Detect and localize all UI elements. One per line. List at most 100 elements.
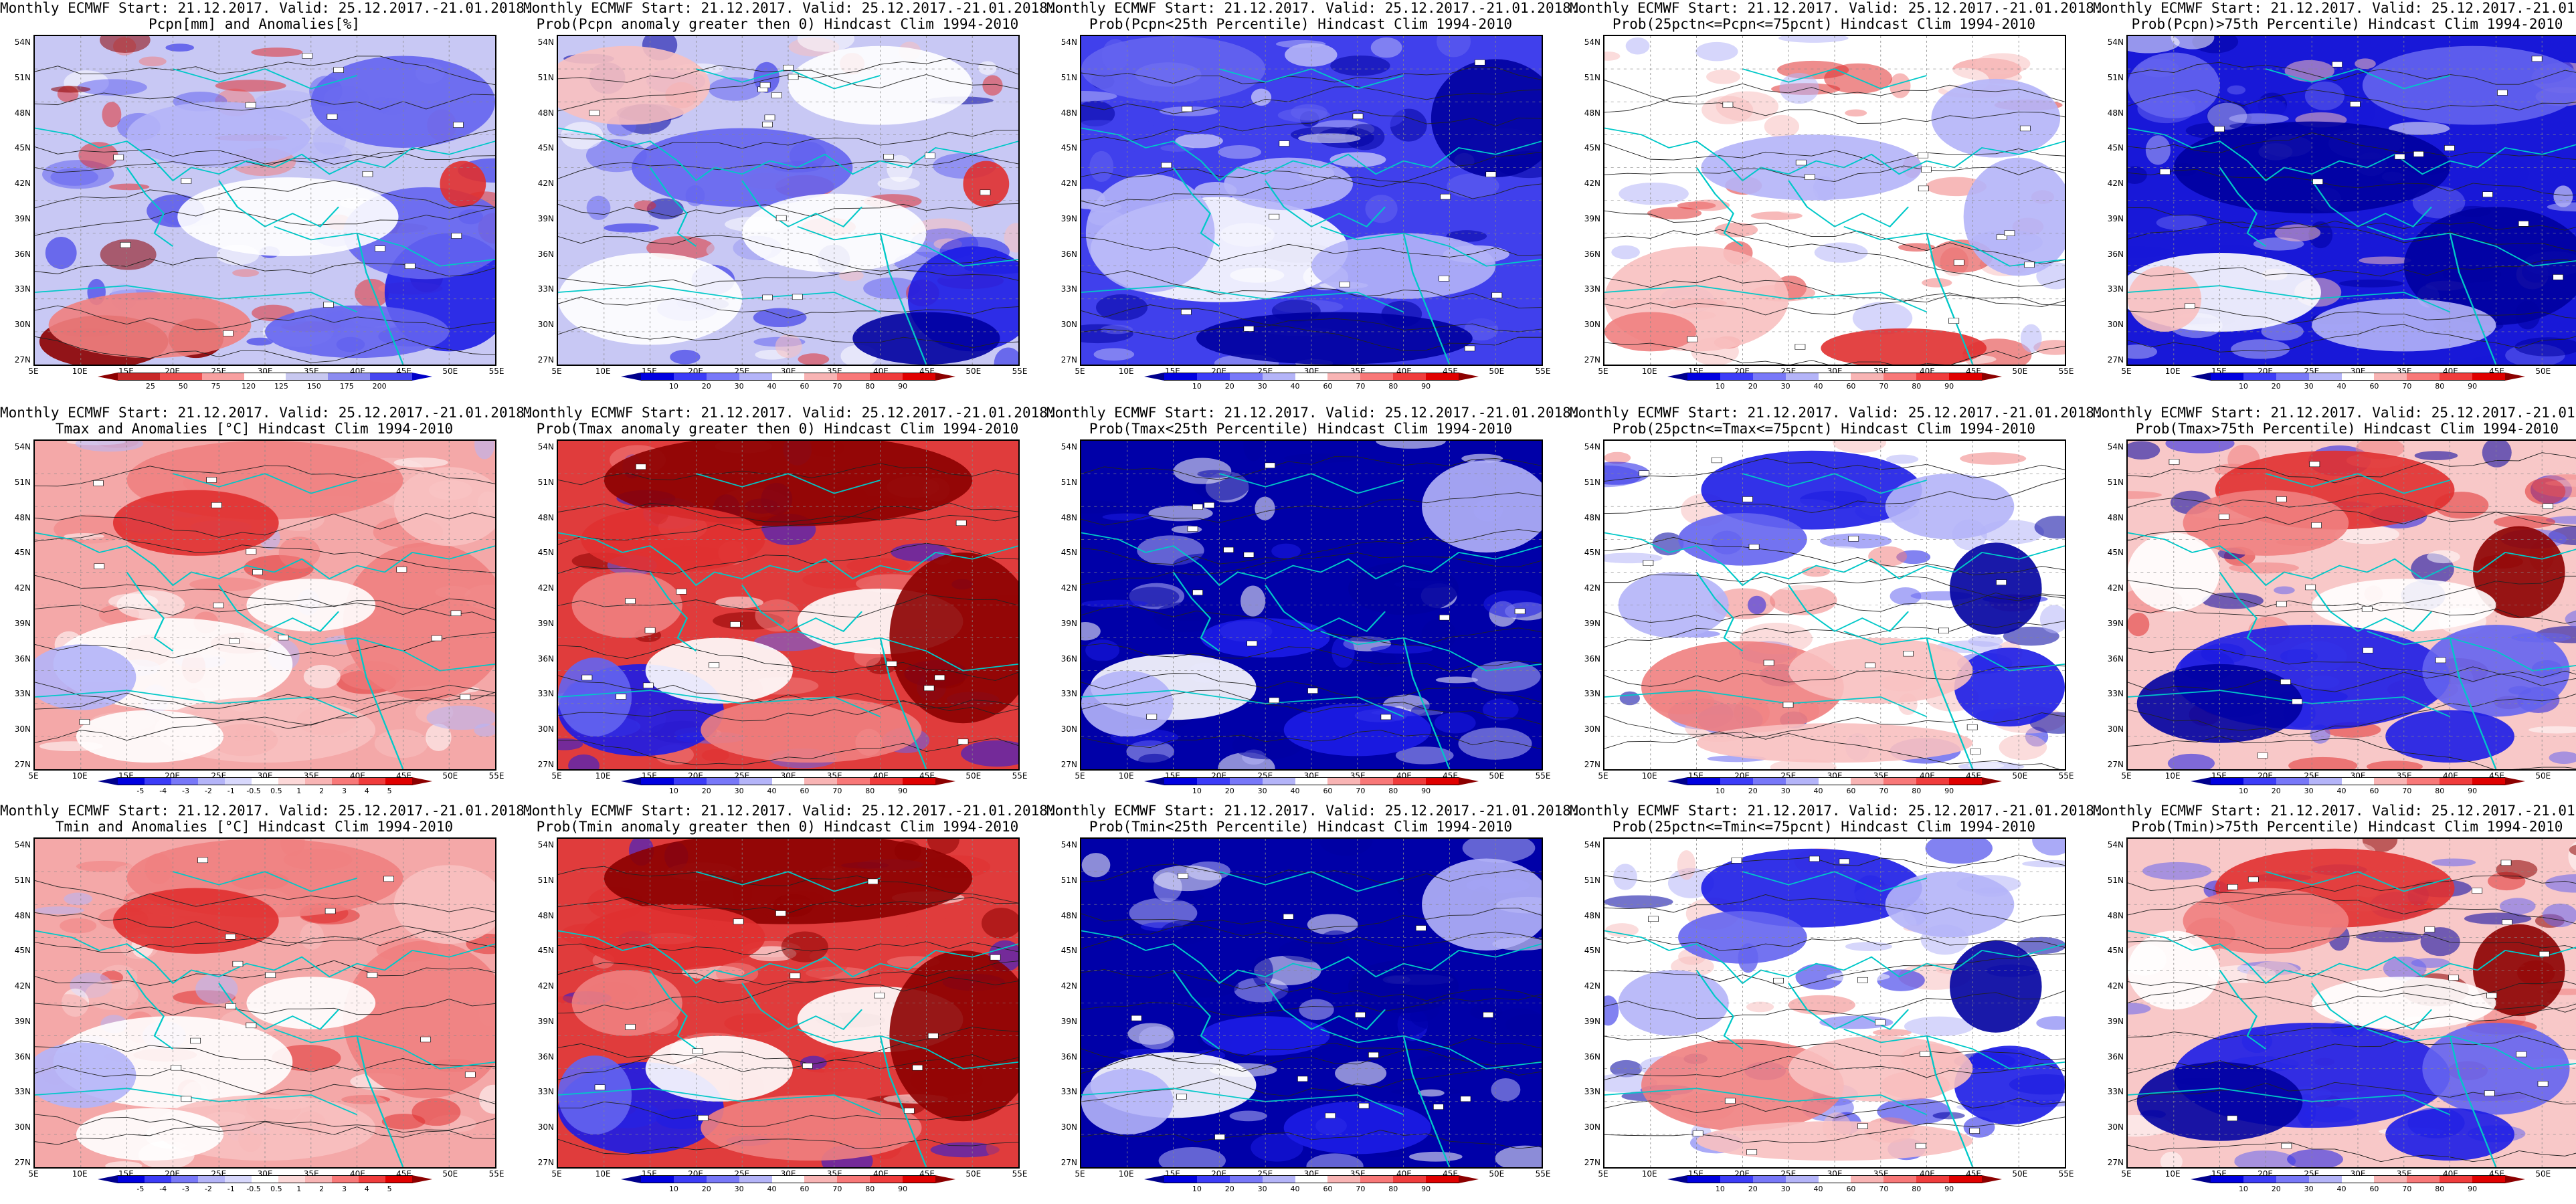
station-label-box <box>2516 1051 2527 1058</box>
station-label-box <box>1182 106 1193 112</box>
station-label-box <box>1243 552 1255 558</box>
colorbar <box>1667 1175 2002 1183</box>
station-label-box <box>2472 888 2483 894</box>
shading-patch <box>1932 1112 1965 1120</box>
shading-patch <box>1138 753 1171 767</box>
shading-patch <box>1604 462 1650 485</box>
shading-patch <box>1826 971 1890 982</box>
contour-line <box>558 542 1018 575</box>
station-label-box <box>2537 1081 2549 1087</box>
colorbar-tick-label: 70 <box>2402 1185 2412 1193</box>
latitude-label: 39N <box>14 213 31 223</box>
colorbar-tick-label: 1 <box>296 1185 302 1193</box>
shading-patch <box>1619 691 1640 706</box>
anomaly-region <box>963 161 1010 207</box>
panel-title-line2: Prob(25pctn<=Tmax<=75pcnt) Hindcast Clim… <box>1612 421 2036 437</box>
station-label-box <box>2502 919 2512 925</box>
shading-patch <box>754 632 826 651</box>
shading-patch <box>2547 202 2576 212</box>
colorbar-tick-label: 40 <box>1813 382 1823 391</box>
latitude-label: 33N <box>2107 284 2124 294</box>
colorbar-left-arrow <box>1144 1175 1164 1183</box>
shading-patch <box>1319 839 1373 856</box>
colorbar-segment <box>673 1175 707 1183</box>
colorbar-segment <box>1360 373 1394 381</box>
shading-patch <box>1371 649 1397 678</box>
anomaly-region <box>1954 1045 2065 1125</box>
shading-patch <box>646 198 684 219</box>
shading-patch <box>1096 294 1148 321</box>
station-label-box <box>1279 140 1290 146</box>
anomaly-region <box>1618 572 1729 638</box>
station-label-box <box>867 878 879 885</box>
colorbar-tick-label: 10 <box>668 787 678 795</box>
shading-patch <box>78 142 118 169</box>
contour-line <box>558 594 1018 618</box>
colorbar <box>1667 373 2002 381</box>
panel-title-line2: Prob(Tmax anomaly greater then 0) Hindca… <box>536 421 1019 437</box>
colorbar-segment <box>2374 373 2407 381</box>
shading-patch <box>2156 215 2207 231</box>
shading-patch <box>60 918 97 934</box>
longitude-label: 50E <box>442 771 458 781</box>
colorbar-tick-label: 50 <box>178 382 188 391</box>
latitude-label: 42N <box>537 179 554 189</box>
contour-line <box>2128 492 2576 527</box>
latitude-label: 30N <box>1584 1122 1600 1132</box>
station-label-box <box>1439 276 1450 282</box>
colorbar <box>2191 373 2525 381</box>
colorbar-tick-label: 90 <box>1944 1185 1954 1193</box>
station-label-box <box>775 910 786 916</box>
forecast-map <box>33 35 496 366</box>
latitude-label: 36N <box>1584 654 1600 664</box>
station-label-box <box>1433 1104 1444 1110</box>
shading-patch <box>108 183 150 191</box>
colorbar-left-arrow <box>2191 373 2211 381</box>
latitude-label: 54N <box>14 840 31 849</box>
colorbar-segment <box>1196 777 1230 785</box>
map-shading <box>1604 441 2065 769</box>
latitude-label: 54N <box>537 442 554 452</box>
station-label-box <box>2543 503 2554 509</box>
station-label-box <box>2311 522 2322 528</box>
colorbar-right-arrow <box>1459 1175 1479 1183</box>
colorbar-tick-label: 90 <box>1944 382 1954 391</box>
shading-patch <box>45 994 90 1026</box>
map-panel: Monthly ECMWF Start: 21.12.2017. Valid: … <box>523 803 1056 1204</box>
station-label-box <box>1643 560 1654 566</box>
colorbar-segment <box>2472 1175 2506 1183</box>
longitude-label: 55E <box>2058 771 2074 781</box>
anomaly-region <box>788 45 973 125</box>
anomaly-region <box>343 940 495 1098</box>
coastline-border <box>1265 585 1386 632</box>
contour-line <box>35 512 495 538</box>
colorbar-tick-label: 125 <box>274 382 288 391</box>
latitude-label: 45N <box>1584 548 1600 558</box>
shading-patch <box>232 269 260 277</box>
coastline-border <box>1081 127 1542 182</box>
station-label-box <box>693 1048 704 1054</box>
map-panel: Monthly ECMWF Start: 21.12.2017. Valid: … <box>2093 0 2576 401</box>
station-label-box <box>246 548 257 555</box>
contour-line <box>1081 318 1542 340</box>
colorbar-tick-label: 40 <box>767 787 777 795</box>
colorbar <box>621 1175 955 1183</box>
contour-line <box>1604 716 2060 769</box>
colorbar-segment <box>252 1175 279 1183</box>
colorbar-segment <box>2276 373 2310 381</box>
panel-title-line1: Monthly ECMWF Start: 21.12.2017. Valid: … <box>1046 803 1580 819</box>
shading-patch <box>1904 1016 1974 1037</box>
latitude-label: 27N <box>1584 355 1600 365</box>
latitude-label: 54N <box>14 442 31 452</box>
station-label-box <box>325 908 336 914</box>
panel-title-line2: Prob(Tmin anomaly greater then 0) Hindca… <box>536 819 1019 835</box>
colorbar-tick-label: 2 <box>319 787 325 795</box>
colorbar-segment <box>1426 373 1459 381</box>
shading-patch <box>374 729 428 759</box>
latitude-label: 39N <box>14 618 31 628</box>
shading-patch <box>2514 337 2576 357</box>
longitude-label: 5E <box>1075 771 1085 781</box>
coastline-border <box>2311 180 2433 227</box>
latitude-label: 42N <box>14 583 31 593</box>
latitude-label: 42N <box>1061 981 1077 991</box>
